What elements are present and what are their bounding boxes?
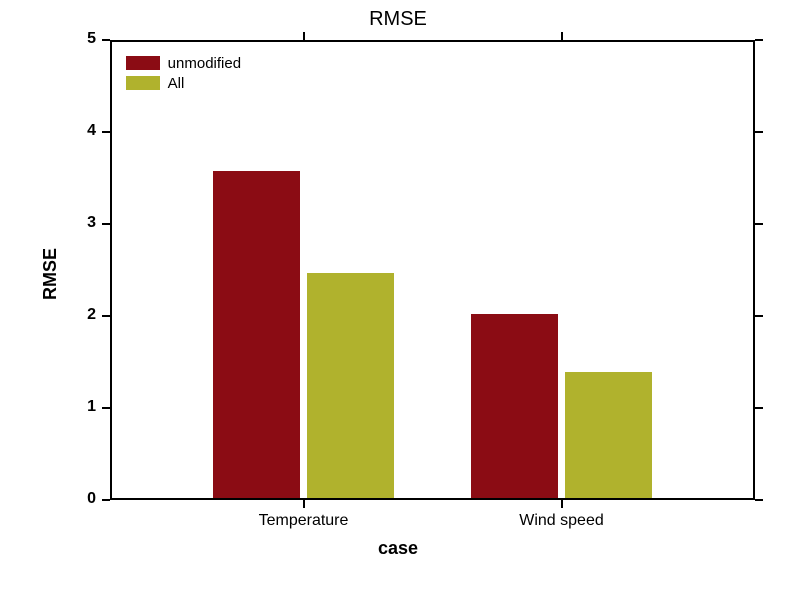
ytick-label: 1 bbox=[72, 398, 96, 416]
bar-unmodified-temperature bbox=[213, 171, 300, 498]
legend-row: unmodified bbox=[126, 53, 241, 73]
xtick bbox=[561, 500, 563, 508]
legend-label: All bbox=[168, 75, 185, 92]
xtick-label: Temperature bbox=[259, 512, 349, 530]
xtick bbox=[303, 32, 305, 40]
ytick-label: 0 bbox=[72, 490, 96, 508]
plot-area: unmodified All bbox=[110, 40, 755, 500]
legend-swatch bbox=[126, 56, 160, 70]
ytick bbox=[755, 131, 763, 133]
ytick bbox=[755, 39, 763, 41]
chart-container: RMSE unmodified All 0 1 2 3 4 5 RMSE Temperature Wi… bbox=[0, 0, 796, 589]
ytick bbox=[102, 131, 110, 133]
bar-unmodified-wind-speed bbox=[471, 314, 558, 498]
axis-right bbox=[753, 40, 755, 500]
legend-label: unmodified bbox=[168, 55, 241, 72]
ytick-label: 5 bbox=[72, 30, 96, 48]
axis-top bbox=[110, 40, 755, 42]
ytick bbox=[755, 223, 763, 225]
xtick bbox=[303, 500, 305, 508]
ytick bbox=[755, 407, 763, 409]
legend: unmodified All bbox=[120, 49, 249, 97]
ytick bbox=[102, 223, 110, 225]
x-axis-label: case bbox=[378, 538, 418, 559]
axis-left bbox=[110, 40, 112, 500]
xtick bbox=[561, 32, 563, 40]
bar-all-temperature bbox=[307, 273, 394, 498]
ytick bbox=[102, 39, 110, 41]
ytick bbox=[755, 315, 763, 317]
ytick bbox=[102, 407, 110, 409]
ytick-label: 4 bbox=[72, 122, 96, 140]
ytick bbox=[755, 499, 763, 501]
y-axis-label: RMSE bbox=[40, 248, 61, 300]
bar-all-wind-speed bbox=[565, 372, 652, 498]
axis-bottom bbox=[110, 498, 755, 500]
ytick bbox=[102, 499, 110, 501]
ytick-label: 2 bbox=[72, 306, 96, 324]
ytick-label: 3 bbox=[72, 214, 96, 232]
chart-title: RMSE bbox=[369, 8, 427, 31]
ytick bbox=[102, 315, 110, 317]
xtick-label: Wind speed bbox=[519, 512, 604, 530]
legend-swatch bbox=[126, 76, 160, 90]
legend-row: All bbox=[126, 73, 241, 93]
